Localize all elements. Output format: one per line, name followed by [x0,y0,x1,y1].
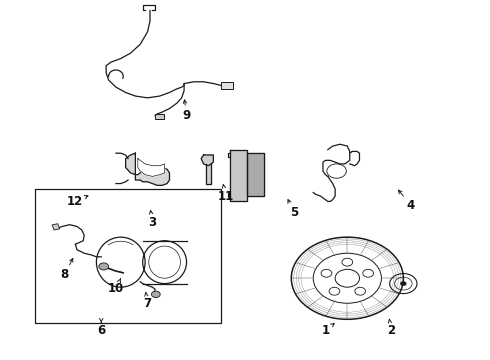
Polygon shape [247,153,265,196]
Text: 12: 12 [66,195,83,208]
Polygon shape [206,164,211,184]
Circle shape [151,291,160,297]
Text: 2: 2 [387,324,395,337]
Polygon shape [230,150,247,202]
Text: 6: 6 [97,324,105,337]
Text: 3: 3 [148,216,156,229]
Text: 5: 5 [290,206,298,219]
Text: 11: 11 [218,190,234,203]
Polygon shape [138,158,165,176]
Text: 7: 7 [144,297,151,310]
Circle shape [400,282,406,286]
Text: 10: 10 [108,283,124,296]
Bar [35,189,220,323]
Bar [220,82,233,89]
Text: 1: 1 [321,324,329,337]
Circle shape [99,263,109,270]
Polygon shape [201,155,213,166]
Text: 8: 8 [61,268,69,281]
Text: 9: 9 [182,109,191,122]
Text: 4: 4 [407,198,415,212]
Bar [52,224,60,230]
Bar [155,114,164,118]
Polygon shape [125,153,170,185]
